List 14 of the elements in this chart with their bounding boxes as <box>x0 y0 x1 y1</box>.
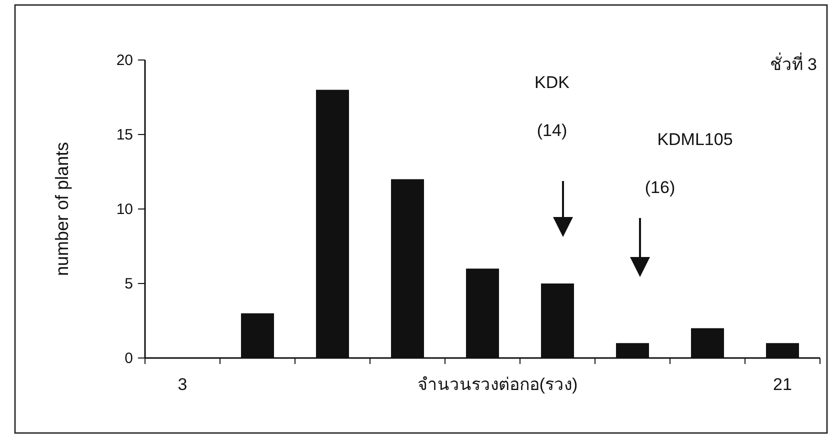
annotation: KDK <box>534 73 570 92</box>
annotation: ชั่วที่ 3 <box>770 52 817 74</box>
annotation: (16) <box>644 178 676 197</box>
annotation: KDML105 <box>657 130 733 149</box>
y-tick-label: 0 <box>124 350 133 367</box>
annotation: (14) <box>536 121 568 140</box>
y-tick-label: 10 <box>116 201 133 218</box>
x-tick-label: 3 <box>178 375 188 394</box>
y-axis-title: number of plants <box>52 142 72 276</box>
y-tick-label: 5 <box>124 276 133 292</box>
x-axis-title: จำนวนรวงต่อกอ(รวง) <box>417 375 578 394</box>
y-tick-label: 20 <box>116 52 133 69</box>
y-tick-label: 15 <box>116 126 133 144</box>
x-tick-label: 21 <box>773 375 792 394</box>
